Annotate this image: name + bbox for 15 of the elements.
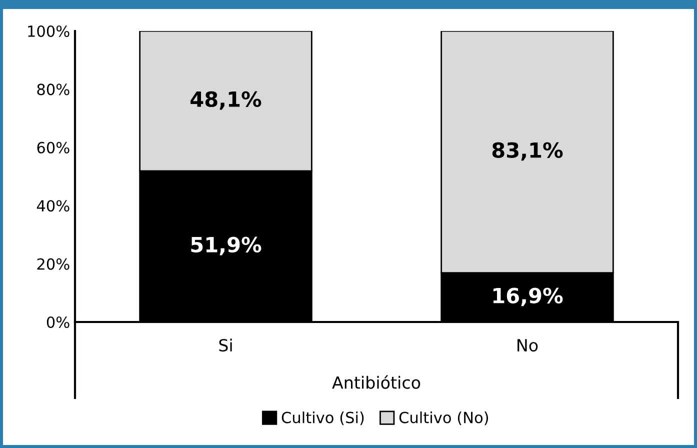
x-tick-label: No: [518, 339, 538, 352]
data-label: 51,9%: [191, 236, 262, 256]
x-tick-label: Si: [219, 338, 232, 352]
legend-label: Cultivo (Si): [282, 411, 364, 426]
y-tick-label: 60%: [37, 142, 70, 154]
y-tick-label: 20%: [37, 258, 70, 270]
data-label: 48,1%: [190, 91, 262, 110]
y-tick-label: 0%: [46, 316, 70, 328]
x-axis-title: Antibiótico: [332, 375, 420, 389]
data-label: 16,9%: [493, 288, 563, 306]
y-tick-label: 80%: [37, 84, 70, 96]
y-tick-label: 40%: [36, 200, 70, 212]
y-tick-label: 100%: [28, 25, 70, 38]
data-label: 83,1%: [492, 142, 563, 161]
legend-label: Cultivo (No): [399, 411, 488, 426]
